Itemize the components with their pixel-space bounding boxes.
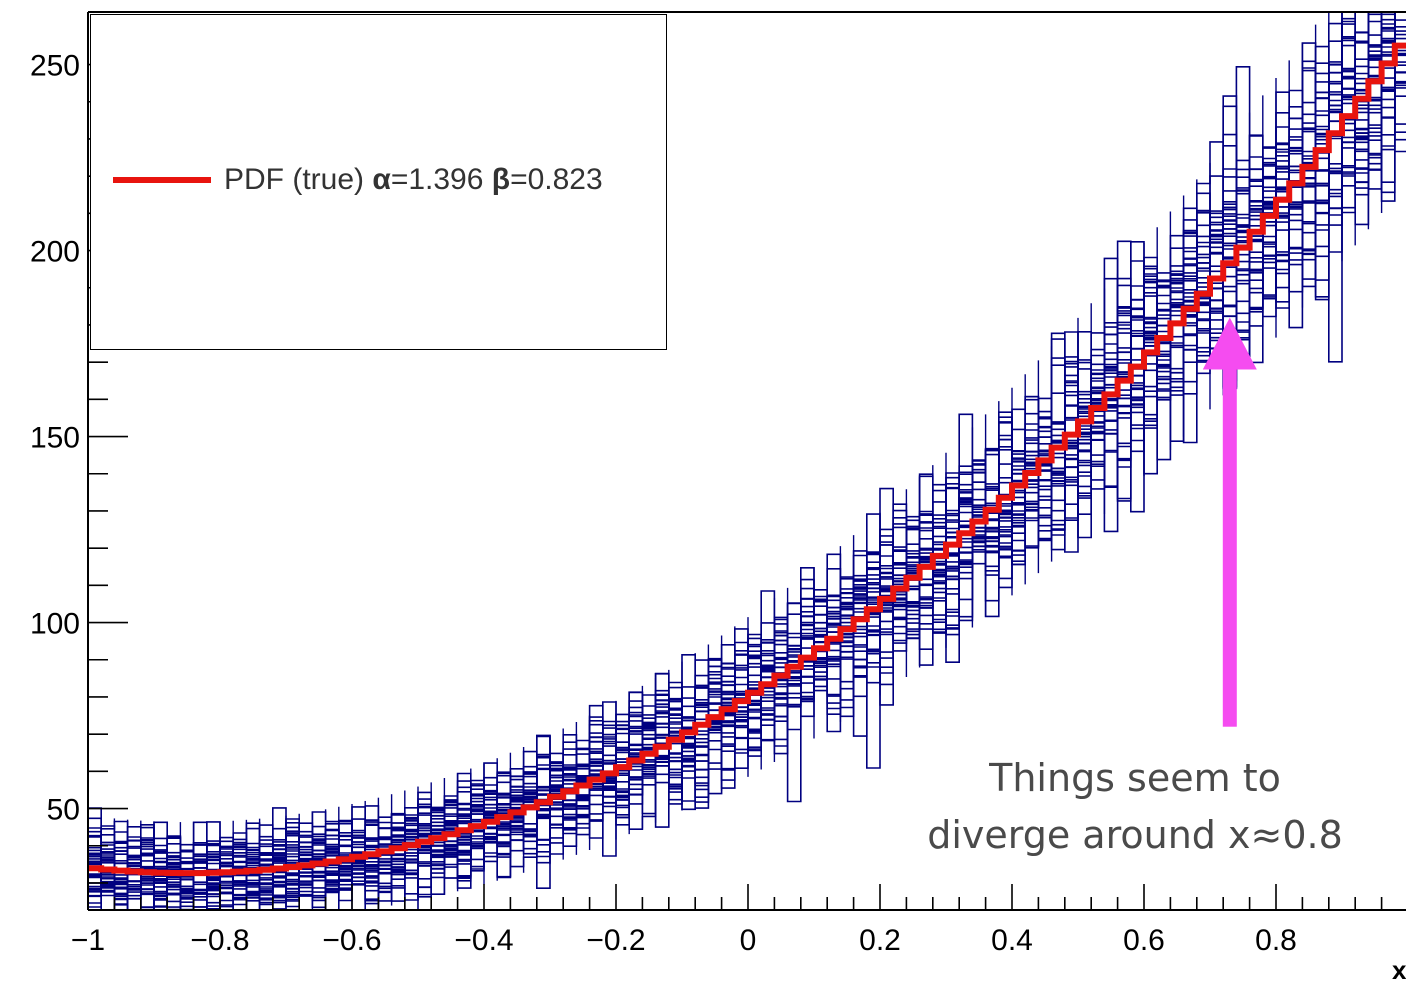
x-tick-label: 0.4 xyxy=(991,924,1033,957)
true-pdf-curve xyxy=(88,42,1406,877)
legend-pdf-label: PDF (true) α=1.396 β=0.823 xyxy=(224,163,603,196)
axes: −1 −0.8 −0.6 −0.4 −0.2 0 0.2 0.4 0.6 0.8 50 100 150 2… xyxy=(30,11,1406,957)
x-tick-label: −0.8 xyxy=(190,924,249,957)
annotation-text: Things seem to diverge around x≈0.8 xyxy=(900,750,1370,864)
x-tick-label: −0.2 xyxy=(586,924,645,957)
x-axis-label: x xyxy=(1392,955,1406,985)
arrow-shaft xyxy=(1222,365,1237,727)
y-tick-label: 200 xyxy=(30,236,80,269)
y-tick-label: 150 xyxy=(30,422,80,455)
annotation-line-1: Things seem to xyxy=(989,756,1281,800)
annotation-line-2: diverge around x≈0.8 xyxy=(927,813,1343,857)
arrow-head xyxy=(1202,317,1257,370)
legend-pdf-line xyxy=(113,177,211,183)
x-tick-label: 0.6 xyxy=(1123,924,1165,957)
x-tick-label: 0.2 xyxy=(859,924,901,957)
x-tick-label: 0.8 xyxy=(1255,924,1297,957)
y-tick-label: 50 xyxy=(47,794,80,827)
x-tick-label: 0 xyxy=(740,924,757,957)
pdf-step-line xyxy=(88,42,1406,877)
y-tick-label: 100 xyxy=(30,608,80,641)
y-tick-label: 250 xyxy=(30,50,80,83)
x-tick-label: −0.4 xyxy=(454,924,513,957)
x-tick-label: −0.6 xyxy=(322,924,381,957)
annotation-arrow xyxy=(1202,317,1257,727)
legend: PDF (true) α=1.396 β=0.823 xyxy=(90,14,667,350)
x-tick-label: −1 xyxy=(71,924,105,957)
